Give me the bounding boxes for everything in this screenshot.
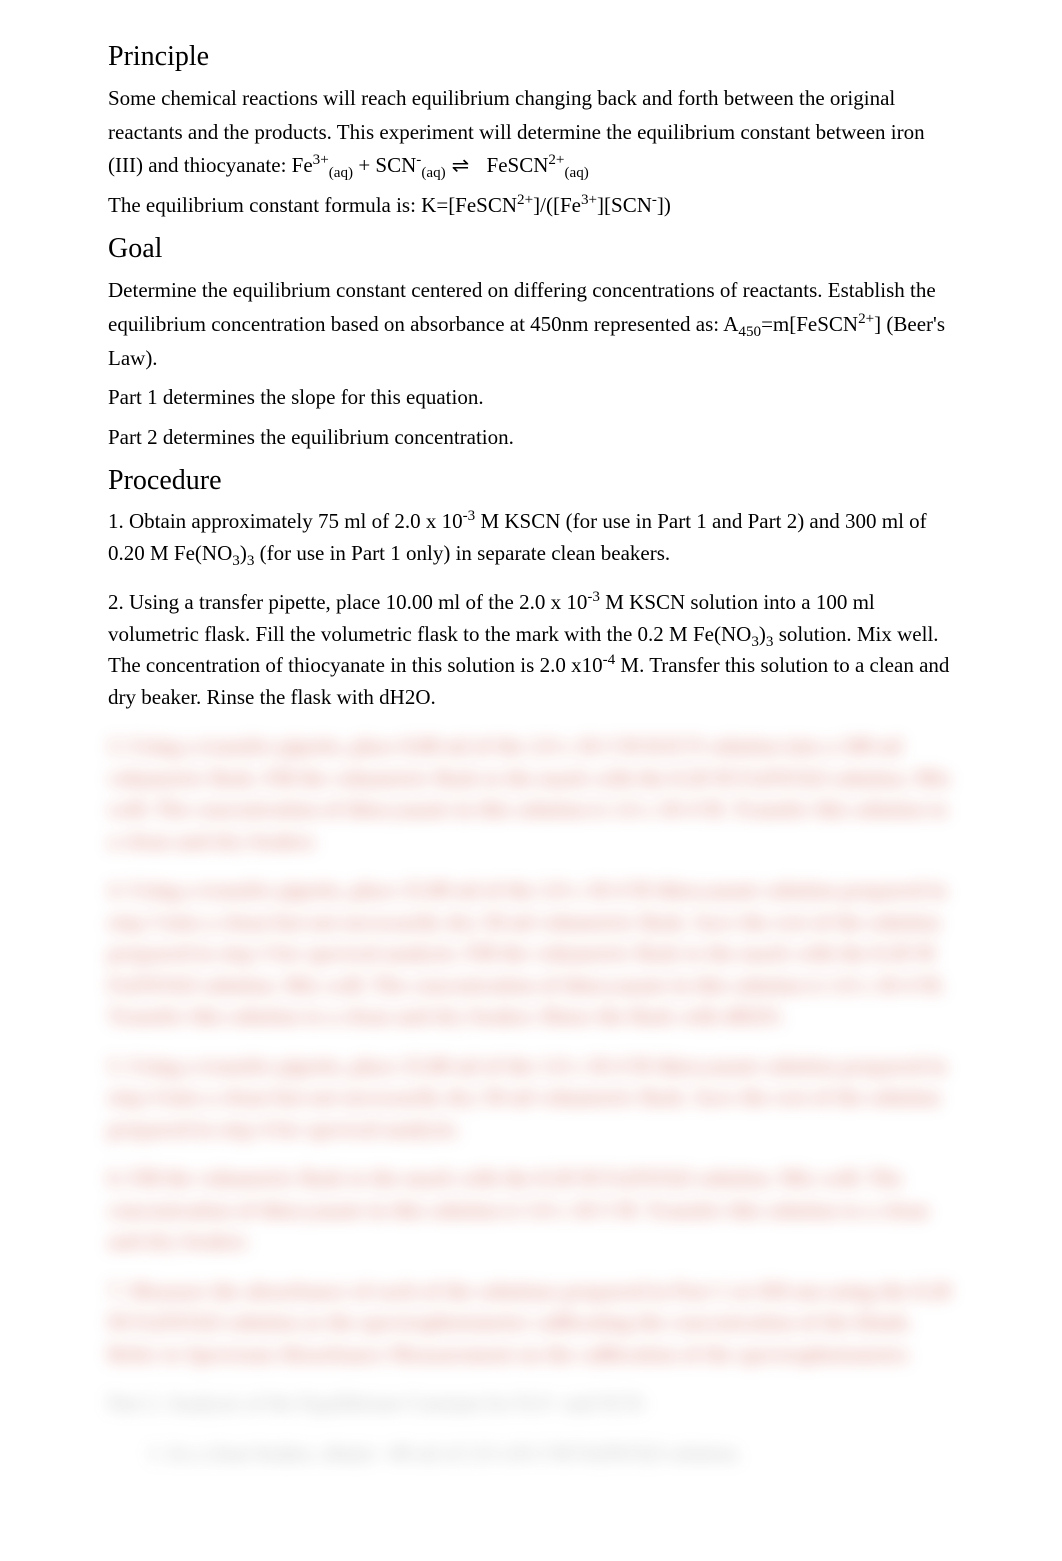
principle-paragraph-1: Some chemical reactions will reach equil… — [108, 82, 954, 183]
superscript: -4 — [603, 652, 616, 668]
superscript: 2+ — [517, 192, 533, 208]
blurred-step: 4. Using a transfer pipette, place 25.00… — [108, 875, 954, 1033]
blurred-step: 7. Measure the absorbance of each of the… — [108, 1276, 954, 1371]
text: ) — [759, 622, 766, 646]
text: FeSCN — [481, 153, 548, 177]
superscript: 2+ — [858, 311, 874, 327]
text: 2. Using a transfer pipette, place 10.00… — [108, 590, 587, 614]
heading-principle: Principle — [108, 36, 954, 78]
blurred-step: Part 2. Analysis of the Equilibrium Cons… — [108, 1388, 954, 1420]
superscript: 3+ — [581, 192, 597, 208]
goal-paragraph-3: Part 2 determines the equilibrium concen… — [108, 421, 954, 455]
text: (for use in Part 1 only) in separate cle… — [254, 541, 670, 565]
subscript: 3 — [232, 553, 240, 569]
blurred-step: 3. Using a transfer pipette, place 8.00 … — [108, 731, 954, 857]
goal-paragraph-2: Part 1 determines the slope for this equ… — [108, 381, 954, 415]
superscript: -3 — [463, 508, 476, 524]
equilibrium-arrow: ⇌ — [446, 154, 482, 177]
text: ][SCN — [597, 193, 652, 217]
superscript: 3+ — [313, 152, 329, 168]
text: ) — [240, 541, 247, 565]
text: =m[FeSCN — [761, 312, 858, 336]
text: 1. Obtain approximately 75 ml of 2.0 x 1… — [108, 509, 463, 533]
procedure-step-1: 1. Obtain approximately 75 ml of 2.0 x 1… — [108, 506, 954, 569]
blurred-step: 5. Using a transfer pipette, place 25.00… — [108, 1051, 954, 1146]
principle-paragraph-2: The equilibrium constant formula is: K=[… — [108, 189, 954, 223]
superscript: 2+ — [548, 152, 564, 168]
heading-procedure: Procedure — [108, 460, 954, 502]
blurred-step: 1. In a clean beaker, obtain ~40 ml of 2… — [148, 1438, 954, 1470]
text: ]) — [657, 193, 671, 217]
goal-paragraph-1: Determine the equilibrium constant cente… — [108, 274, 954, 375]
blurred-step: 6. Fill the volumetric flask to the mark… — [108, 1163, 954, 1258]
blurred-content: 3. Using a transfer pipette, place 8.00 … — [108, 731, 954, 1469]
heading-goal: Goal — [108, 228, 954, 270]
procedure-step-2: 2. Using a transfer pipette, place 10.00… — [108, 587, 954, 713]
subscript: (aq) — [329, 165, 353, 181]
text: + SCN — [353, 153, 416, 177]
subscript: 450 — [738, 324, 761, 340]
subscript: (aq) — [564, 165, 588, 181]
subscript: 3 — [751, 634, 759, 650]
text: The equilibrium constant formula is: K=[… — [108, 193, 517, 217]
subscript: (aq) — [421, 165, 445, 181]
superscript: -3 — [587, 589, 600, 605]
text: ]/([Fe — [533, 193, 581, 217]
